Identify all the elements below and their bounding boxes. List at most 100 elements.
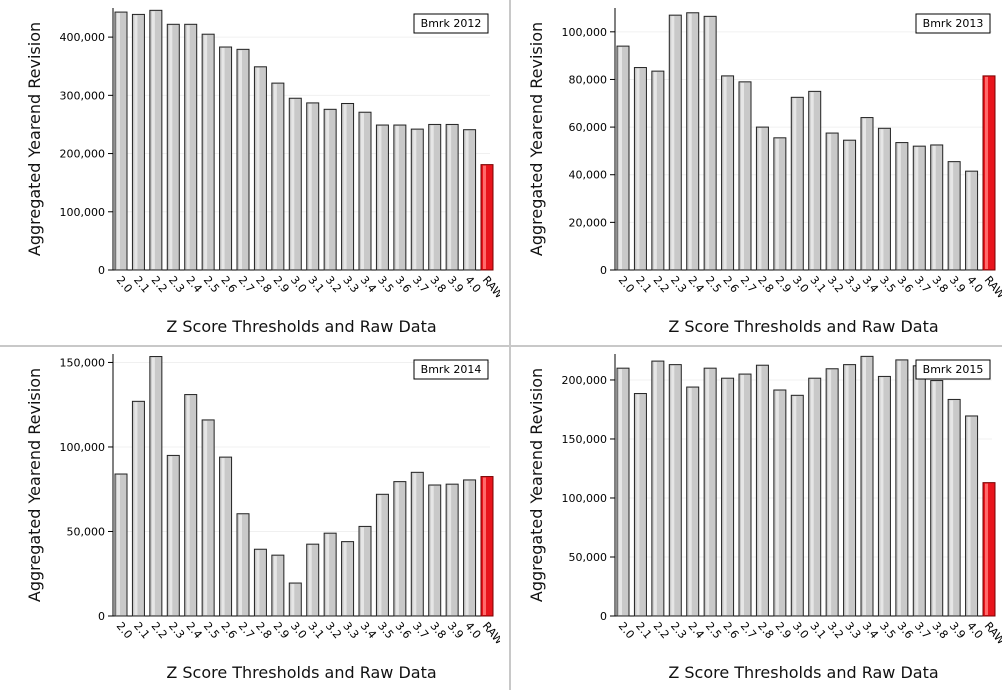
x-tick-label: 3.7 [410, 274, 431, 296]
x-axis-title: Z Score Thresholds and Raw Data [166, 663, 436, 682]
bar [393, 124, 407, 271]
bar-shine [758, 366, 762, 615]
x-tick-label: 3.5 [375, 274, 396, 296]
bar [323, 532, 337, 617]
bar [358, 525, 372, 617]
bar-shine [828, 369, 832, 615]
x-tick-label: 4.0 [964, 620, 985, 642]
y-tick-label: 100,000 [60, 441, 106, 454]
legend-box [413, 359, 489, 380]
x-tick-label: 2.7 [236, 274, 257, 296]
bar-shine [361, 113, 364, 270]
x-tick-label: 2.1 [633, 274, 654, 296]
x-tick-label: 3.8 [929, 274, 950, 296]
y-tick-label: 150,000 [562, 433, 608, 446]
bar [393, 481, 407, 617]
y-axis-title: Aggregated Yearend Revision [527, 22, 546, 256]
legend-box [915, 359, 991, 380]
x-tick-label: 4.0 [462, 274, 483, 296]
bar [790, 394, 804, 617]
bar-shine [483, 165, 486, 269]
bar-shine [741, 375, 744, 615]
bar-shine [448, 485, 452, 615]
bar [306, 543, 320, 617]
y-tick-label: 100,000 [60, 206, 106, 219]
bar [686, 386, 700, 617]
bar [149, 9, 163, 271]
bar [166, 23, 180, 271]
bar [825, 368, 839, 617]
x-tick-label: 2.7 [738, 620, 759, 642]
bar [616, 45, 630, 271]
bar [114, 11, 128, 271]
x-tick-label: 4.0 [462, 620, 483, 642]
bar [947, 161, 961, 271]
x-tick-label: 3.6 [895, 620, 916, 642]
bar-shine [810, 379, 814, 615]
legend-box [915, 13, 991, 34]
x-tick-label: 2.3 [166, 274, 187, 296]
bar [703, 15, 717, 271]
bar [375, 124, 389, 271]
bar-shine [256, 67, 260, 269]
bar [358, 111, 372, 271]
bar-shine [619, 369, 622, 615]
x-tick-label: 2.0 [114, 620, 135, 642]
bar [375, 493, 389, 617]
x-tick-label: 3.4 [860, 274, 881, 296]
y-tick-label: 50,000 [67, 525, 106, 538]
bar [773, 137, 787, 271]
bar-shine [915, 147, 919, 269]
bar-shine [308, 103, 312, 269]
bar-shine [636, 394, 640, 615]
y-axis-title: Aggregated Yearend Revision [25, 22, 44, 256]
bar-shine [413, 473, 417, 615]
bar-shine [169, 456, 173, 615]
bar [686, 12, 700, 271]
bar-shine [117, 13, 120, 269]
x-tick-label: 3.8 [427, 274, 448, 296]
bar [253, 66, 267, 271]
bar [860, 355, 874, 617]
bar [201, 33, 215, 271]
bar-shine [395, 482, 399, 615]
bar-shine [775, 390, 779, 615]
x-tick-label: 2.4 [685, 620, 706, 642]
bar-shine [204, 35, 208, 270]
x-tick-label: 3.1 [807, 274, 828, 296]
legend-label: Bmrk 2012 [421, 17, 482, 30]
x-tick-label: 2.2 [651, 274, 672, 296]
bar-shine [430, 125, 434, 269]
x-tick-label: 2.8 [755, 620, 776, 642]
bar [668, 14, 682, 271]
x-tick-label: 3.8 [929, 620, 950, 642]
x-tick-label: 3.9 [947, 620, 968, 642]
x-tick-label: 2.5 [201, 620, 222, 642]
x-tick-label: 2.8 [253, 274, 274, 296]
bar-shine [810, 92, 814, 269]
x-tick-label: 2.7 [236, 620, 257, 642]
bar [184, 394, 198, 617]
bar [445, 123, 459, 271]
x-tick-label: 2.8 [253, 620, 274, 642]
y-tick-label: 0 [98, 610, 105, 623]
chart-panel-2014: 0 50,000 100,000 150,000 2.0 2.1 2.2 2.3 2.4 2.5 2… [0, 346, 500, 690]
x-tick-label: 3.1 [305, 274, 326, 296]
x-tick-label: 3.1 [305, 620, 326, 642]
bar-shine [378, 495, 382, 615]
x-tick-label: 2.3 [668, 274, 689, 296]
x-tick-label: 2.0 [114, 274, 135, 296]
bar-shine [723, 379, 727, 615]
x-tick-label: 2.3 [668, 620, 689, 642]
bar [912, 365, 926, 617]
bar-shine [985, 76, 988, 269]
bar [808, 90, 822, 271]
bar-shine [758, 128, 762, 269]
bar-shine [863, 357, 866, 615]
y-axis-title: Aggregated Yearend Revision [527, 368, 546, 602]
bar-shine [308, 545, 312, 615]
bar-chart: 0100,000200,000300,000400,0002.02.12.22.… [25, 8, 500, 336]
x-tick-label: 3.9 [445, 274, 466, 296]
bar-shine [863, 118, 866, 270]
chart-panel-2015: 0 50,000 100,000 150,000 200,000 2.0 2.1 2.2 2.3… [502, 346, 1002, 690]
